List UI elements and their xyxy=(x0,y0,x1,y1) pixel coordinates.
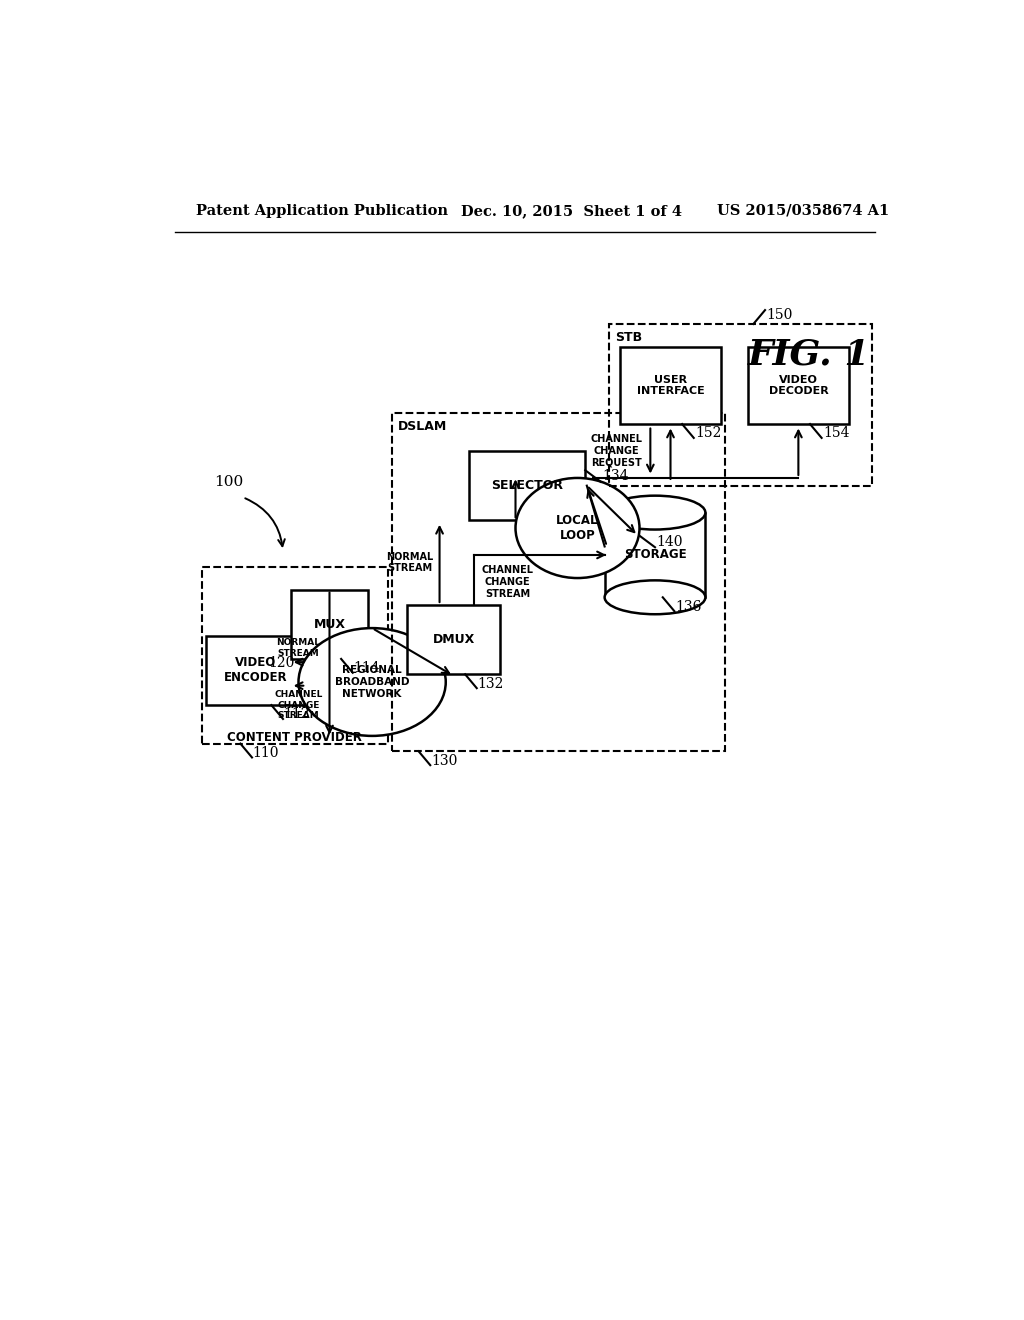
Text: 130: 130 xyxy=(431,754,458,767)
Bar xyxy=(469,451,586,520)
Text: VIDEO
DECODER: VIDEO DECODER xyxy=(768,375,828,396)
Bar xyxy=(206,636,306,705)
Bar xyxy=(391,413,725,751)
Text: 136: 136 xyxy=(675,599,701,614)
Bar xyxy=(604,512,706,598)
Text: 110: 110 xyxy=(253,746,280,760)
Text: CHANNEL
CHANGE
REQUEST: CHANNEL CHANGE REQUEST xyxy=(591,434,643,467)
Text: STORAGE: STORAGE xyxy=(624,548,686,561)
Text: CHANNEL
CHANGE
STREAM: CHANNEL CHANGE STREAM xyxy=(481,565,534,598)
Bar xyxy=(407,605,500,675)
Text: STB: STB xyxy=(614,331,642,345)
Bar xyxy=(202,566,388,743)
Text: LOCAL
LOOP: LOCAL LOOP xyxy=(556,513,599,543)
Text: US 2015/0358674 A1: US 2015/0358674 A1 xyxy=(717,203,889,218)
Ellipse shape xyxy=(515,478,640,578)
Text: VIDEO
ENCODER: VIDEO ENCODER xyxy=(224,656,288,685)
Text: DSLAM: DSLAM xyxy=(397,420,446,433)
Text: Patent Application Publication: Patent Application Publication xyxy=(197,203,449,218)
Text: NORMAL
STREAM: NORMAL STREAM xyxy=(276,638,321,657)
Text: SELECTOR: SELECTOR xyxy=(492,479,563,492)
Text: FIG. 1: FIG. 1 xyxy=(748,338,870,372)
Text: 100: 100 xyxy=(214,475,244,488)
Ellipse shape xyxy=(604,495,706,529)
Text: Dec. 10, 2015  Sheet 1 of 4: Dec. 10, 2015 Sheet 1 of 4 xyxy=(461,203,682,218)
Text: 134: 134 xyxy=(602,469,629,483)
Text: 150: 150 xyxy=(766,308,793,322)
Text: CONTENT PROVIDER: CONTENT PROVIDER xyxy=(227,731,362,744)
Text: 120: 120 xyxy=(268,656,295,669)
Text: REGIONAL
BROADBAND
NETWORK: REGIONAL BROADBAND NETWORK xyxy=(335,665,410,698)
Text: CHANNEL
CHANGE
STREAM: CHANNEL CHANGE STREAM xyxy=(274,690,323,721)
Text: MUX: MUX xyxy=(313,618,345,631)
Bar xyxy=(291,590,369,659)
Bar xyxy=(608,323,872,486)
Bar xyxy=(621,347,721,424)
Text: 140: 140 xyxy=(656,535,683,549)
Text: NORMAL
STREAM: NORMAL STREAM xyxy=(386,552,433,573)
Text: USER
INTERFACE: USER INTERFACE xyxy=(637,375,705,396)
Ellipse shape xyxy=(299,628,445,737)
Ellipse shape xyxy=(604,581,706,614)
Text: 154: 154 xyxy=(823,426,850,441)
Text: DMUX: DMUX xyxy=(432,634,475,647)
Text: 152: 152 xyxy=(695,426,722,441)
Text: 114: 114 xyxy=(353,661,380,675)
Text: 112: 112 xyxy=(284,708,310,721)
Bar xyxy=(748,347,849,424)
Text: 132: 132 xyxy=(477,677,504,690)
